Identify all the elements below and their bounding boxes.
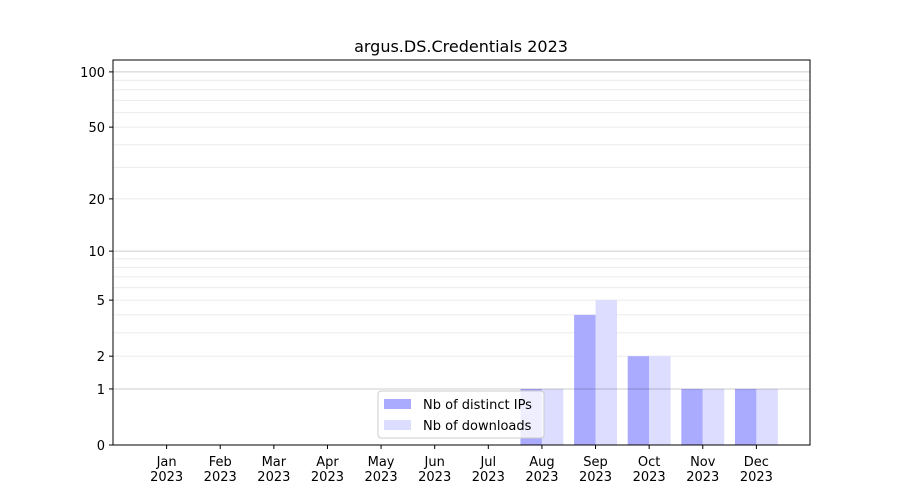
y-tick-label: 20 xyxy=(88,193,105,208)
grid xyxy=(113,79,810,357)
x-tick-label: Jul 2023 xyxy=(472,455,505,485)
x-tick-label: Dec 2023 xyxy=(740,455,773,485)
legend-swatch xyxy=(384,420,411,430)
legend-label: Nb of distinct IPs xyxy=(423,398,532,413)
bar-distinct-ips xyxy=(734,388,757,445)
y-tick-label: 10 xyxy=(88,245,105,260)
y-tick-label: 0 xyxy=(97,439,105,454)
x-axis: Jan 2023 Feb 2023 Mar 2023 Apr 2023 May 2023 Jun 20… xyxy=(150,445,773,485)
chart-title: argus.DS.Credentials 2023 xyxy=(354,37,568,56)
legend-swatch xyxy=(384,399,411,409)
y-tick-label: 50 xyxy=(88,121,105,136)
bar-distinct-ips xyxy=(627,356,650,445)
x-tick-label: Jan 2023 xyxy=(150,455,183,485)
bar-downloads xyxy=(756,388,778,445)
y-tick-label: 1 xyxy=(97,383,105,398)
x-tick-label: Sep 2023 xyxy=(579,455,612,485)
x-tick-label: Oct 2023 xyxy=(633,455,666,485)
major-grid xyxy=(113,71,810,390)
x-tick-label: Jun 2023 xyxy=(418,455,451,485)
legend-box xyxy=(377,390,545,439)
bar-downloads xyxy=(649,356,671,445)
y-tick-label: 2 xyxy=(97,350,105,365)
legend: Nb of distinct IPs Nb of downloads xyxy=(377,390,545,439)
x-tick-label: Mar 2023 xyxy=(257,455,290,485)
bar-downloads xyxy=(595,300,617,445)
x-tick-label: May 2023 xyxy=(365,455,398,485)
x-tick-label: Aug 2023 xyxy=(525,455,558,485)
y-tick-label: 5 xyxy=(97,294,105,309)
plot-frame xyxy=(112,59,811,446)
y-axis: 0 1 2 5 10 20 50 100 xyxy=(80,66,113,454)
x-tick-label: Nov 2023 xyxy=(686,455,719,485)
legend-label: Nb of downloads xyxy=(423,419,532,434)
y-tick-label: 100 xyxy=(80,66,105,81)
x-tick-label: Feb 2023 xyxy=(204,455,237,485)
bars xyxy=(520,300,778,445)
bar-distinct-ips xyxy=(574,314,596,445)
x-tick-label: Apr 2023 xyxy=(311,455,344,485)
bar-downloads xyxy=(541,388,564,445)
bar-distinct-ips xyxy=(681,388,703,445)
bar-downloads xyxy=(702,388,725,445)
